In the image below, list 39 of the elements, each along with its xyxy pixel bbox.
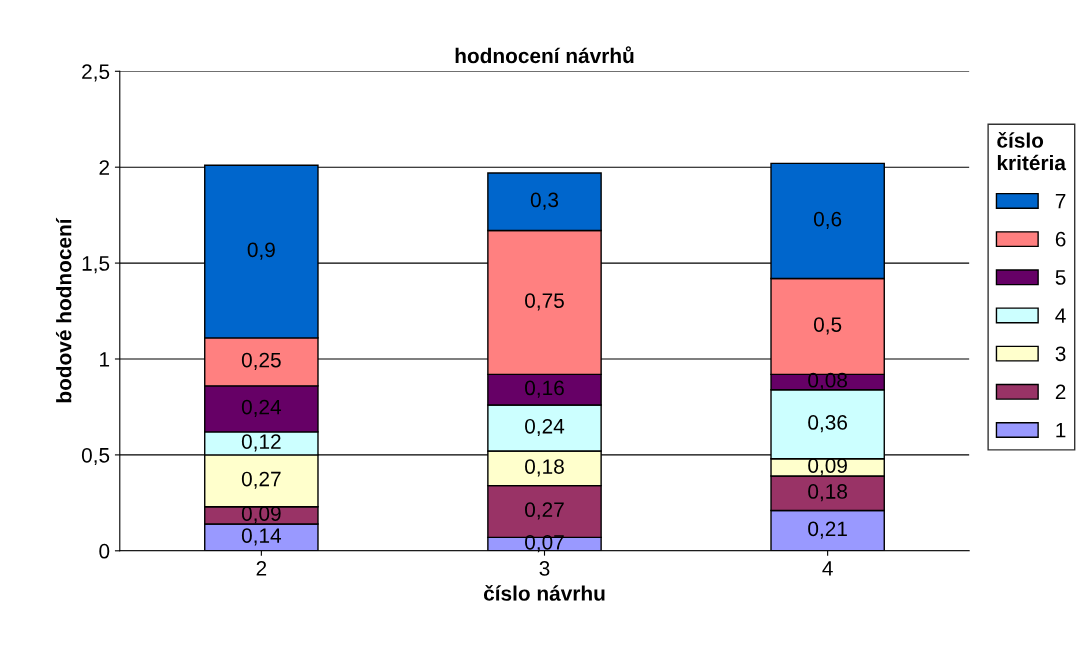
data-label: 0,09 bbox=[241, 506, 281, 524]
data-label: 0,75 bbox=[525, 293, 564, 311]
legend-label: 2 bbox=[1055, 384, 1066, 400]
data-label: 0,5 bbox=[813, 317, 842, 335]
legend-label: 4 bbox=[1055, 308, 1066, 323]
y-tick-label: 0 bbox=[99, 543, 110, 559]
data-label: 0,18 bbox=[808, 484, 848, 502]
data-label: 0,27 bbox=[241, 471, 281, 489]
data-label: 0,16 bbox=[525, 380, 564, 398]
chart-title: hodnocení návrhů bbox=[455, 46, 634, 64]
data-label: 0,09 bbox=[808, 458, 847, 476]
y-axis-title: bodové hodnocení bbox=[55, 217, 72, 403]
data-label: 0,36 bbox=[808, 415, 847, 433]
y-tick-label: 2,5 bbox=[82, 64, 110, 82]
data-label: 0,24 bbox=[241, 399, 282, 417]
legend-label: 1 bbox=[1056, 422, 1066, 438]
data-label: 0,18 bbox=[525, 459, 564, 477]
data-label: 0,27 bbox=[525, 502, 564, 520]
data-label: 0,9 bbox=[247, 242, 275, 260]
data-label: 0,21 bbox=[808, 521, 847, 539]
legend-label: 6 bbox=[1055, 231, 1066, 247]
data-label: 0,3 bbox=[530, 192, 559, 210]
y-tick-label: 0,5 bbox=[81, 447, 110, 466]
data-label: 0,24 bbox=[525, 418, 565, 437]
y-tick-label: 1 bbox=[100, 352, 110, 367]
x-tick-label: 4 bbox=[822, 561, 833, 576]
legend-title: číslo kritéria bbox=[997, 132, 1067, 171]
data-label: 0,12 bbox=[241, 434, 281, 452]
y-tick-label: 1,5 bbox=[82, 256, 110, 274]
data-label: 0,25 bbox=[241, 352, 281, 370]
legend-label: 5 bbox=[1055, 270, 1066, 285]
data-label: 0,6 bbox=[813, 211, 842, 229]
x-axis-title: číslo návrhu bbox=[483, 585, 605, 601]
legend-label: 3 bbox=[1055, 346, 1066, 362]
legend-label: 7 bbox=[1055, 193, 1066, 209]
data-label: 0,14 bbox=[241, 528, 282, 546]
x-tick-label: 3 bbox=[539, 561, 550, 576]
y-tick-label: 2 bbox=[99, 160, 110, 175]
x-tick-label: 2 bbox=[256, 561, 267, 576]
